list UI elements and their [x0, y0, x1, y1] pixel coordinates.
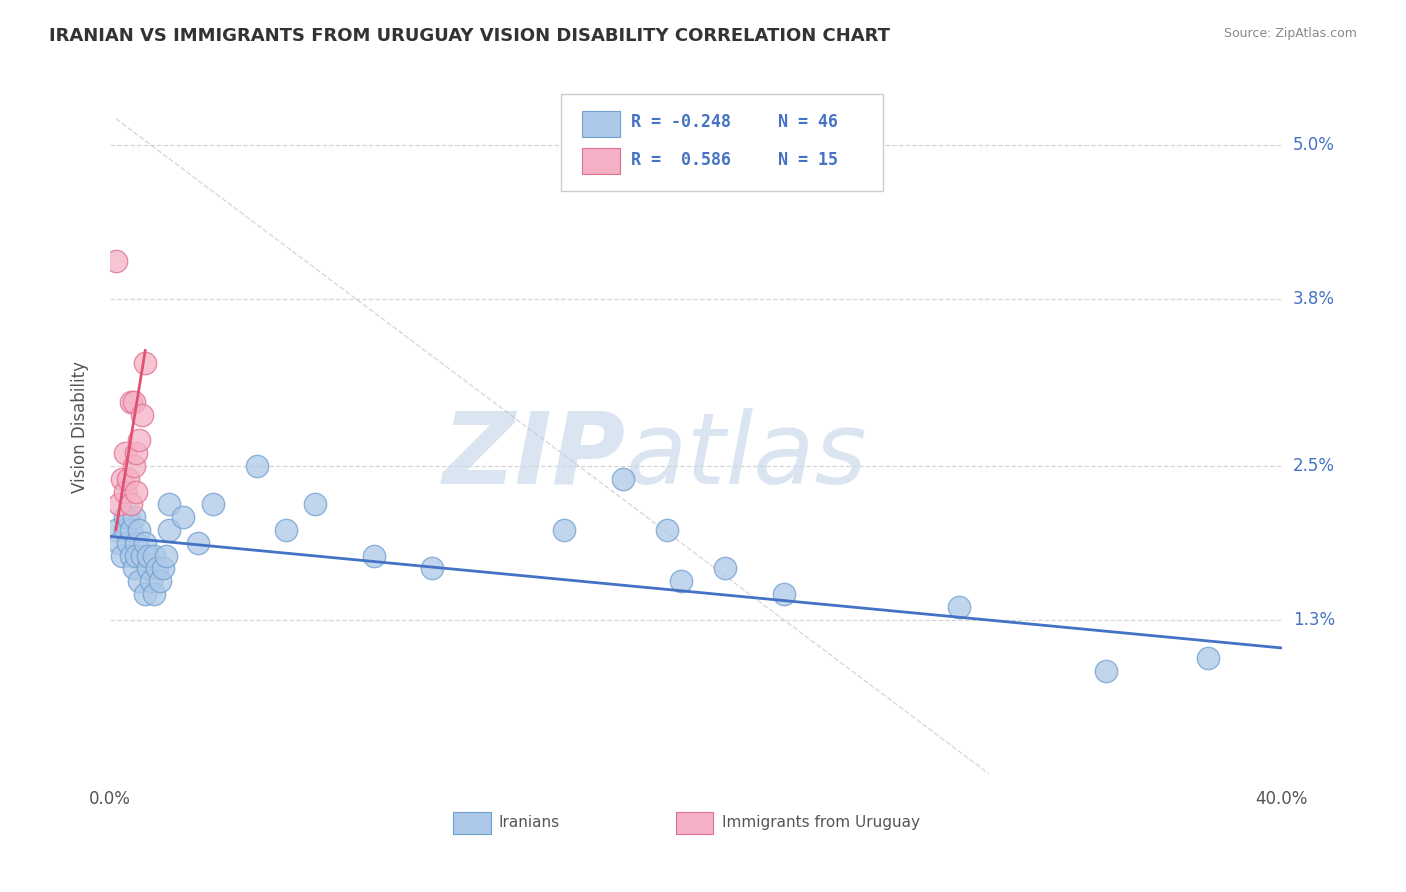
- Point: [772, 587, 794, 601]
- Point: [125, 536, 148, 550]
- Point: [149, 574, 172, 589]
- Point: [134, 536, 156, 550]
- Text: 3.8%: 3.8%: [1292, 290, 1334, 309]
- Point: [155, 549, 177, 563]
- Point: [669, 574, 692, 589]
- Point: [612, 472, 634, 486]
- Point: [201, 497, 224, 511]
- Point: [131, 408, 153, 422]
- Point: [146, 561, 169, 575]
- Point: [128, 523, 150, 537]
- Point: [111, 472, 134, 486]
- Point: [143, 587, 166, 601]
- Point: [187, 536, 209, 550]
- Point: [1094, 664, 1116, 678]
- Point: [1197, 651, 1219, 665]
- Text: Source: ZipAtlas.com: Source: ZipAtlas.com: [1223, 27, 1357, 40]
- Text: Iranians: Iranians: [499, 815, 560, 830]
- Point: [114, 523, 136, 537]
- Point: [104, 523, 127, 537]
- Point: [948, 599, 970, 614]
- Text: R = -0.248: R = -0.248: [631, 113, 731, 131]
- Point: [420, 561, 443, 575]
- Text: atlas: atlas: [626, 408, 868, 505]
- Point: [304, 497, 326, 511]
- Point: [655, 523, 678, 537]
- Point: [274, 523, 297, 537]
- Point: [125, 484, 148, 499]
- Point: [143, 549, 166, 563]
- Point: [104, 253, 127, 268]
- Text: 0.0%: 0.0%: [89, 790, 131, 808]
- Point: [108, 497, 131, 511]
- Point: [172, 510, 194, 524]
- FancyBboxPatch shape: [582, 111, 620, 136]
- Point: [122, 561, 145, 575]
- Text: 2.5%: 2.5%: [1292, 457, 1334, 475]
- Point: [152, 561, 174, 575]
- Text: Immigrants from Uruguay: Immigrants from Uruguay: [721, 815, 920, 830]
- FancyBboxPatch shape: [561, 94, 883, 191]
- FancyBboxPatch shape: [676, 812, 713, 835]
- Point: [120, 549, 142, 563]
- Text: 5.0%: 5.0%: [1292, 136, 1334, 154]
- Point: [120, 523, 142, 537]
- Point: [117, 510, 139, 524]
- Text: N = 15: N = 15: [778, 151, 838, 169]
- Text: IRANIAN VS IMMIGRANTS FROM URUGUAY VISION DISABILITY CORRELATION CHART: IRANIAN VS IMMIGRANTS FROM URUGUAY VISIO…: [49, 27, 890, 45]
- Point: [125, 549, 148, 563]
- Text: ZIP: ZIP: [443, 408, 626, 505]
- Point: [120, 394, 142, 409]
- Point: [139, 574, 162, 589]
- Point: [114, 446, 136, 460]
- FancyBboxPatch shape: [582, 148, 620, 174]
- Point: [134, 587, 156, 601]
- FancyBboxPatch shape: [453, 812, 491, 835]
- Point: [363, 549, 385, 563]
- Point: [114, 484, 136, 499]
- Point: [157, 523, 180, 537]
- Point: [120, 497, 142, 511]
- Point: [245, 458, 267, 473]
- Point: [122, 510, 145, 524]
- Point: [114, 510, 136, 524]
- Point: [122, 394, 145, 409]
- Point: [553, 523, 575, 537]
- Point: [108, 536, 131, 550]
- Point: [117, 536, 139, 550]
- Point: [117, 472, 139, 486]
- Point: [714, 561, 737, 575]
- Point: [128, 574, 150, 589]
- Text: N = 46: N = 46: [778, 113, 838, 131]
- Point: [111, 549, 134, 563]
- Point: [157, 497, 180, 511]
- Point: [131, 549, 153, 563]
- Point: [136, 561, 159, 575]
- Y-axis label: Vision Disability: Vision Disability: [72, 361, 89, 493]
- Point: [122, 458, 145, 473]
- Point: [128, 434, 150, 448]
- Text: 1.3%: 1.3%: [1292, 611, 1334, 629]
- Text: 40.0%: 40.0%: [1256, 790, 1308, 808]
- Text: R =  0.586: R = 0.586: [631, 151, 731, 169]
- Point: [134, 356, 156, 370]
- Point: [136, 549, 159, 563]
- Point: [125, 446, 148, 460]
